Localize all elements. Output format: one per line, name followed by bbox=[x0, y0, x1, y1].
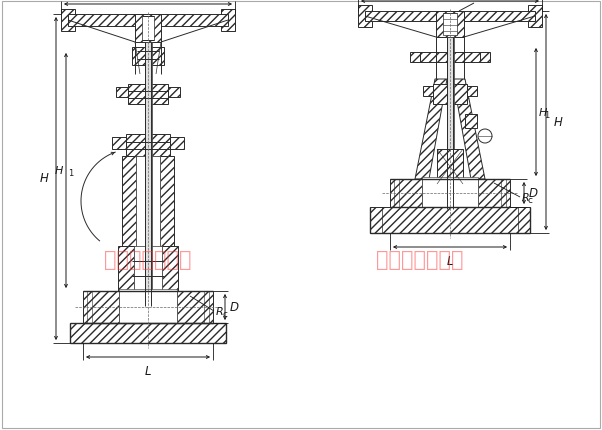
Bar bbox=[132, 48, 164, 66]
Text: L: L bbox=[447, 255, 453, 267]
Text: R: R bbox=[216, 306, 224, 316]
Bar bbox=[116, 88, 128, 98]
Bar bbox=[410, 53, 420, 63]
Bar bbox=[443, 14, 457, 36]
Bar bbox=[168, 88, 180, 98]
Text: 1: 1 bbox=[544, 111, 549, 120]
Bar bbox=[436, 12, 464, 38]
Bar bbox=[112, 138, 126, 150]
Polygon shape bbox=[453, 80, 485, 180]
Bar bbox=[134, 246, 162, 291]
Bar bbox=[160, 157, 174, 246]
Bar bbox=[480, 53, 490, 63]
Text: H: H bbox=[554, 116, 563, 129]
Text: D: D bbox=[529, 187, 538, 200]
Text: H: H bbox=[55, 166, 63, 175]
Bar bbox=[142, 17, 154, 41]
Bar bbox=[447, 38, 454, 209]
Text: 1: 1 bbox=[68, 169, 73, 178]
Bar bbox=[61, 10, 75, 32]
Bar bbox=[162, 246, 178, 291]
Bar bbox=[422, 178, 478, 209]
Bar bbox=[145, 43, 152, 306]
Bar bbox=[433, 85, 467, 105]
Text: L: L bbox=[144, 364, 151, 377]
Bar bbox=[68, 15, 228, 27]
Text: c: c bbox=[528, 196, 533, 205]
Text: 上海沪工阀门厂: 上海沪工阀门厂 bbox=[104, 249, 192, 269]
Bar bbox=[135, 15, 161, 43]
Bar bbox=[122, 157, 136, 246]
Bar bbox=[119, 289, 177, 325]
Bar bbox=[118, 246, 134, 291]
Bar bbox=[423, 87, 433, 97]
Bar bbox=[390, 180, 422, 208]
Bar bbox=[437, 150, 463, 184]
Bar bbox=[70, 323, 226, 343]
Bar bbox=[126, 135, 170, 157]
Text: c: c bbox=[222, 310, 227, 319]
Text: R: R bbox=[522, 193, 530, 203]
Bar bbox=[467, 87, 477, 97]
Bar bbox=[136, 157, 160, 246]
Bar bbox=[370, 208, 530, 233]
Text: H: H bbox=[539, 108, 547, 118]
Bar bbox=[358, 6, 372, 28]
Bar bbox=[465, 115, 477, 129]
Bar bbox=[528, 6, 542, 28]
Polygon shape bbox=[415, 80, 447, 180]
Bar bbox=[170, 138, 184, 150]
Text: 上海沪工阀门厂: 上海沪工阀门厂 bbox=[376, 249, 464, 269]
Text: H: H bbox=[40, 172, 49, 185]
Bar bbox=[221, 10, 235, 32]
Text: D: D bbox=[230, 301, 239, 314]
Bar bbox=[365, 12, 535, 22]
Bar bbox=[478, 180, 510, 208]
Bar bbox=[128, 85, 168, 105]
Bar bbox=[83, 291, 119, 323]
Bar bbox=[177, 291, 213, 323]
Bar bbox=[420, 53, 480, 63]
